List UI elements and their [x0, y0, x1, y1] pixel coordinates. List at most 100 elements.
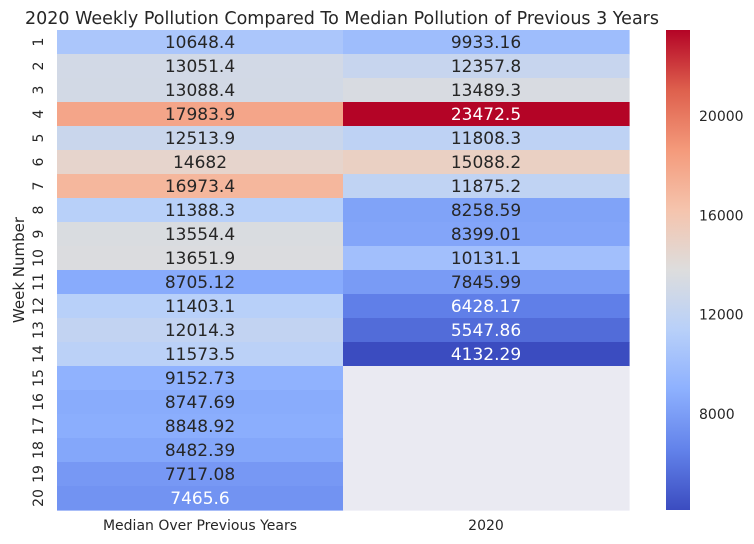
cell-value-label: 12357.8 — [451, 57, 521, 77]
cell-value-label: 8848.92 — [165, 417, 235, 437]
y-tick-label: 1 — [31, 38, 47, 47]
heatmap-cell — [343, 222, 630, 247]
colorbar-tick-label: 16000 — [699, 208, 744, 224]
y-tick-label: 9 — [31, 230, 47, 239]
colorbar-tick-label: 20000 — [699, 109, 744, 125]
heatmap-cell — [343, 78, 630, 103]
heatmap-cell — [57, 174, 344, 199]
heatmap-cell — [343, 270, 630, 295]
cell-value-label: 16973.4 — [165, 177, 235, 197]
heatmap-cell — [57, 414, 344, 439]
y-tick-label: 4 — [31, 109, 47, 118]
colorbar-ticks: 8000 12000 16000 20000 — [699, 109, 744, 423]
y-axis-label: Week Number — [10, 216, 28, 323]
cell-value-label: 17983.9 — [165, 105, 235, 125]
heatmap-cell — [57, 198, 344, 223]
heatmap-cell — [343, 318, 630, 343]
heatmap-cell — [343, 174, 630, 199]
cell-value-label: 8399.01 — [451, 225, 521, 245]
x-tick-label: 2020 — [468, 518, 504, 534]
heatmap-cell — [343, 150, 630, 175]
cell-value-label: 8705.12 — [165, 273, 235, 293]
y-tick-label: 19 — [31, 465, 47, 483]
cell-value-label: 11403.1 — [165, 297, 235, 317]
heatmap-cell — [57, 462, 344, 487]
cell-value-label: 12014.3 — [165, 321, 235, 341]
heatmap-cells — [57, 30, 630, 511]
y-tick-label: 10 — [31, 249, 47, 267]
y-tick-label: 18 — [31, 441, 47, 459]
heatmap-cell — [343, 342, 630, 367]
y-tick-label: 5 — [31, 134, 47, 143]
heatmap-cell — [343, 462, 630, 487]
y-tick-label: 3 — [31, 86, 47, 95]
heatmap-cell — [57, 390, 344, 415]
cell-value-label: 9152.73 — [165, 369, 235, 389]
cell-value-label: 7717.08 — [165, 465, 235, 485]
heatmap-cell — [343, 30, 630, 55]
heatmap-cell — [57, 102, 344, 127]
cell-value-label: 6428.17 — [451, 297, 521, 317]
colorbar — [666, 30, 690, 510]
heatmap-cell — [343, 390, 630, 415]
cell-value-label: 7465.6 — [170, 489, 229, 509]
cell-value-label: 15088.2 — [451, 153, 521, 173]
y-tick-label: 11 — [31, 273, 47, 291]
cell-value-label: 13489.3 — [451, 81, 521, 101]
heatmap-cell — [57, 222, 344, 247]
heatmap-cell — [343, 294, 630, 319]
heatmap-cell — [57, 438, 344, 463]
heatmap-cell — [57, 246, 344, 271]
cell-value-label: 5547.86 — [451, 321, 521, 341]
heatmap-cell — [343, 102, 630, 127]
cell-value-label: 8482.39 — [165, 441, 235, 461]
heatmap-cell — [57, 30, 344, 55]
heatmap-cell — [343, 414, 630, 439]
y-tick-label: 6 — [31, 157, 47, 166]
heatmap-cell — [57, 342, 344, 367]
cell-value-label: 11388.3 — [165, 201, 235, 221]
heatmap-cell — [343, 438, 630, 463]
y-tick-label: 13 — [31, 321, 47, 339]
heatmap-cell — [57, 126, 344, 151]
y-tick-label: 12 — [31, 297, 47, 315]
heatmap-cell — [57, 486, 344, 511]
heatmap-cell — [57, 318, 344, 343]
heatmap-cell — [343, 486, 630, 511]
heatmap-cell — [343, 126, 630, 151]
y-tick-label: 7 — [31, 182, 47, 191]
heatmap-cell — [343, 54, 630, 79]
heatmap-cell — [343, 198, 630, 223]
colorbar-tick-label: 12000 — [699, 308, 744, 324]
cell-value-label: 10131.1 — [451, 249, 521, 269]
y-tick-label: 16 — [31, 393, 47, 411]
heatmap-cell — [57, 366, 344, 391]
heatmap-cell — [57, 294, 344, 319]
heatmap-cell — [343, 246, 630, 271]
x-tick-labels: Median Over Previous Years 2020 — [103, 518, 504, 534]
x-tick-label: Median Over Previous Years — [103, 518, 297, 534]
heatmap-cell — [57, 78, 344, 103]
cell-value-label: 11808.3 — [451, 129, 521, 149]
cell-value-label: 4132.29 — [451, 345, 521, 365]
cell-value-label: 11875.2 — [451, 177, 521, 197]
y-tick-label: 20 — [31, 489, 47, 507]
y-tick-label: 15 — [31, 369, 47, 387]
heatmap-cell — [57, 54, 344, 79]
cell-value-label: 8258.59 — [451, 201, 521, 221]
cell-value-label: 14682 — [173, 153, 227, 173]
y-tick-label: 2 — [31, 62, 47, 71]
y-tick-label: 17 — [31, 417, 47, 435]
cell-value-label: 12513.9 — [165, 129, 235, 149]
cell-value-label: 10648.4 — [165, 33, 235, 53]
heatmap-cell — [343, 366, 630, 391]
cell-value-label: 7845.99 — [451, 273, 521, 293]
cell-value-label: 13051.4 — [165, 57, 235, 77]
colorbar-tick-label: 8000 — [699, 407, 735, 423]
chart-title: 2020 Weekly Pollution Compared To Median… — [25, 9, 659, 29]
cell-value-label: 13088.4 — [165, 81, 235, 101]
heatmap-cell — [57, 270, 344, 295]
cell-value-label: 23472.5 — [451, 105, 521, 125]
